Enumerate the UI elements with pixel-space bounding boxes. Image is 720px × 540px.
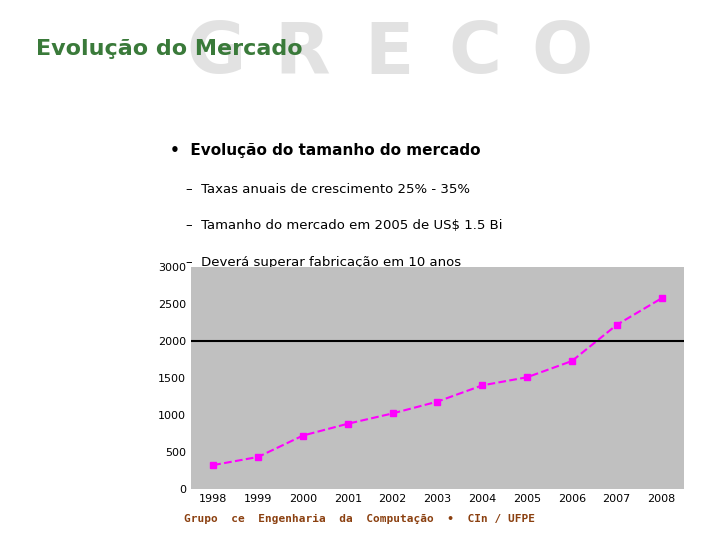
Text: –  Tamanho do mercado em 2005 de US$ 1.5 Bi: – Tamanho do mercado em 2005 de US$ 1.5 … — [186, 219, 503, 232]
Text: –  Deverá superar fabricação em 10 anos: – Deverá superar fabricação em 10 anos — [186, 255, 462, 268]
Text: IP Revenue (U$ M): IP Revenue (U$ M) — [366, 285, 512, 299]
Text: •  Evolução do tamanho do mercado: • Evolução do tamanho do mercado — [170, 143, 480, 158]
Text: Grupo  ce  Engenharia  da  Computação  •  CIn / UFPE: Grupo ce Engenharia da Computação • CIn … — [184, 514, 536, 524]
Text: R: R — [274, 19, 330, 89]
Text: –  Taxas anuais de crescimento 25% - 35%: – Taxas anuais de crescimento 25% - 35% — [186, 183, 470, 196]
Text: E: E — [364, 19, 413, 89]
Text: O: O — [531, 19, 593, 89]
Text: Evolução do Mercado: Evolução do Mercado — [36, 38, 302, 59]
Text: C: C — [449, 19, 502, 89]
Text: G: G — [186, 19, 246, 89]
